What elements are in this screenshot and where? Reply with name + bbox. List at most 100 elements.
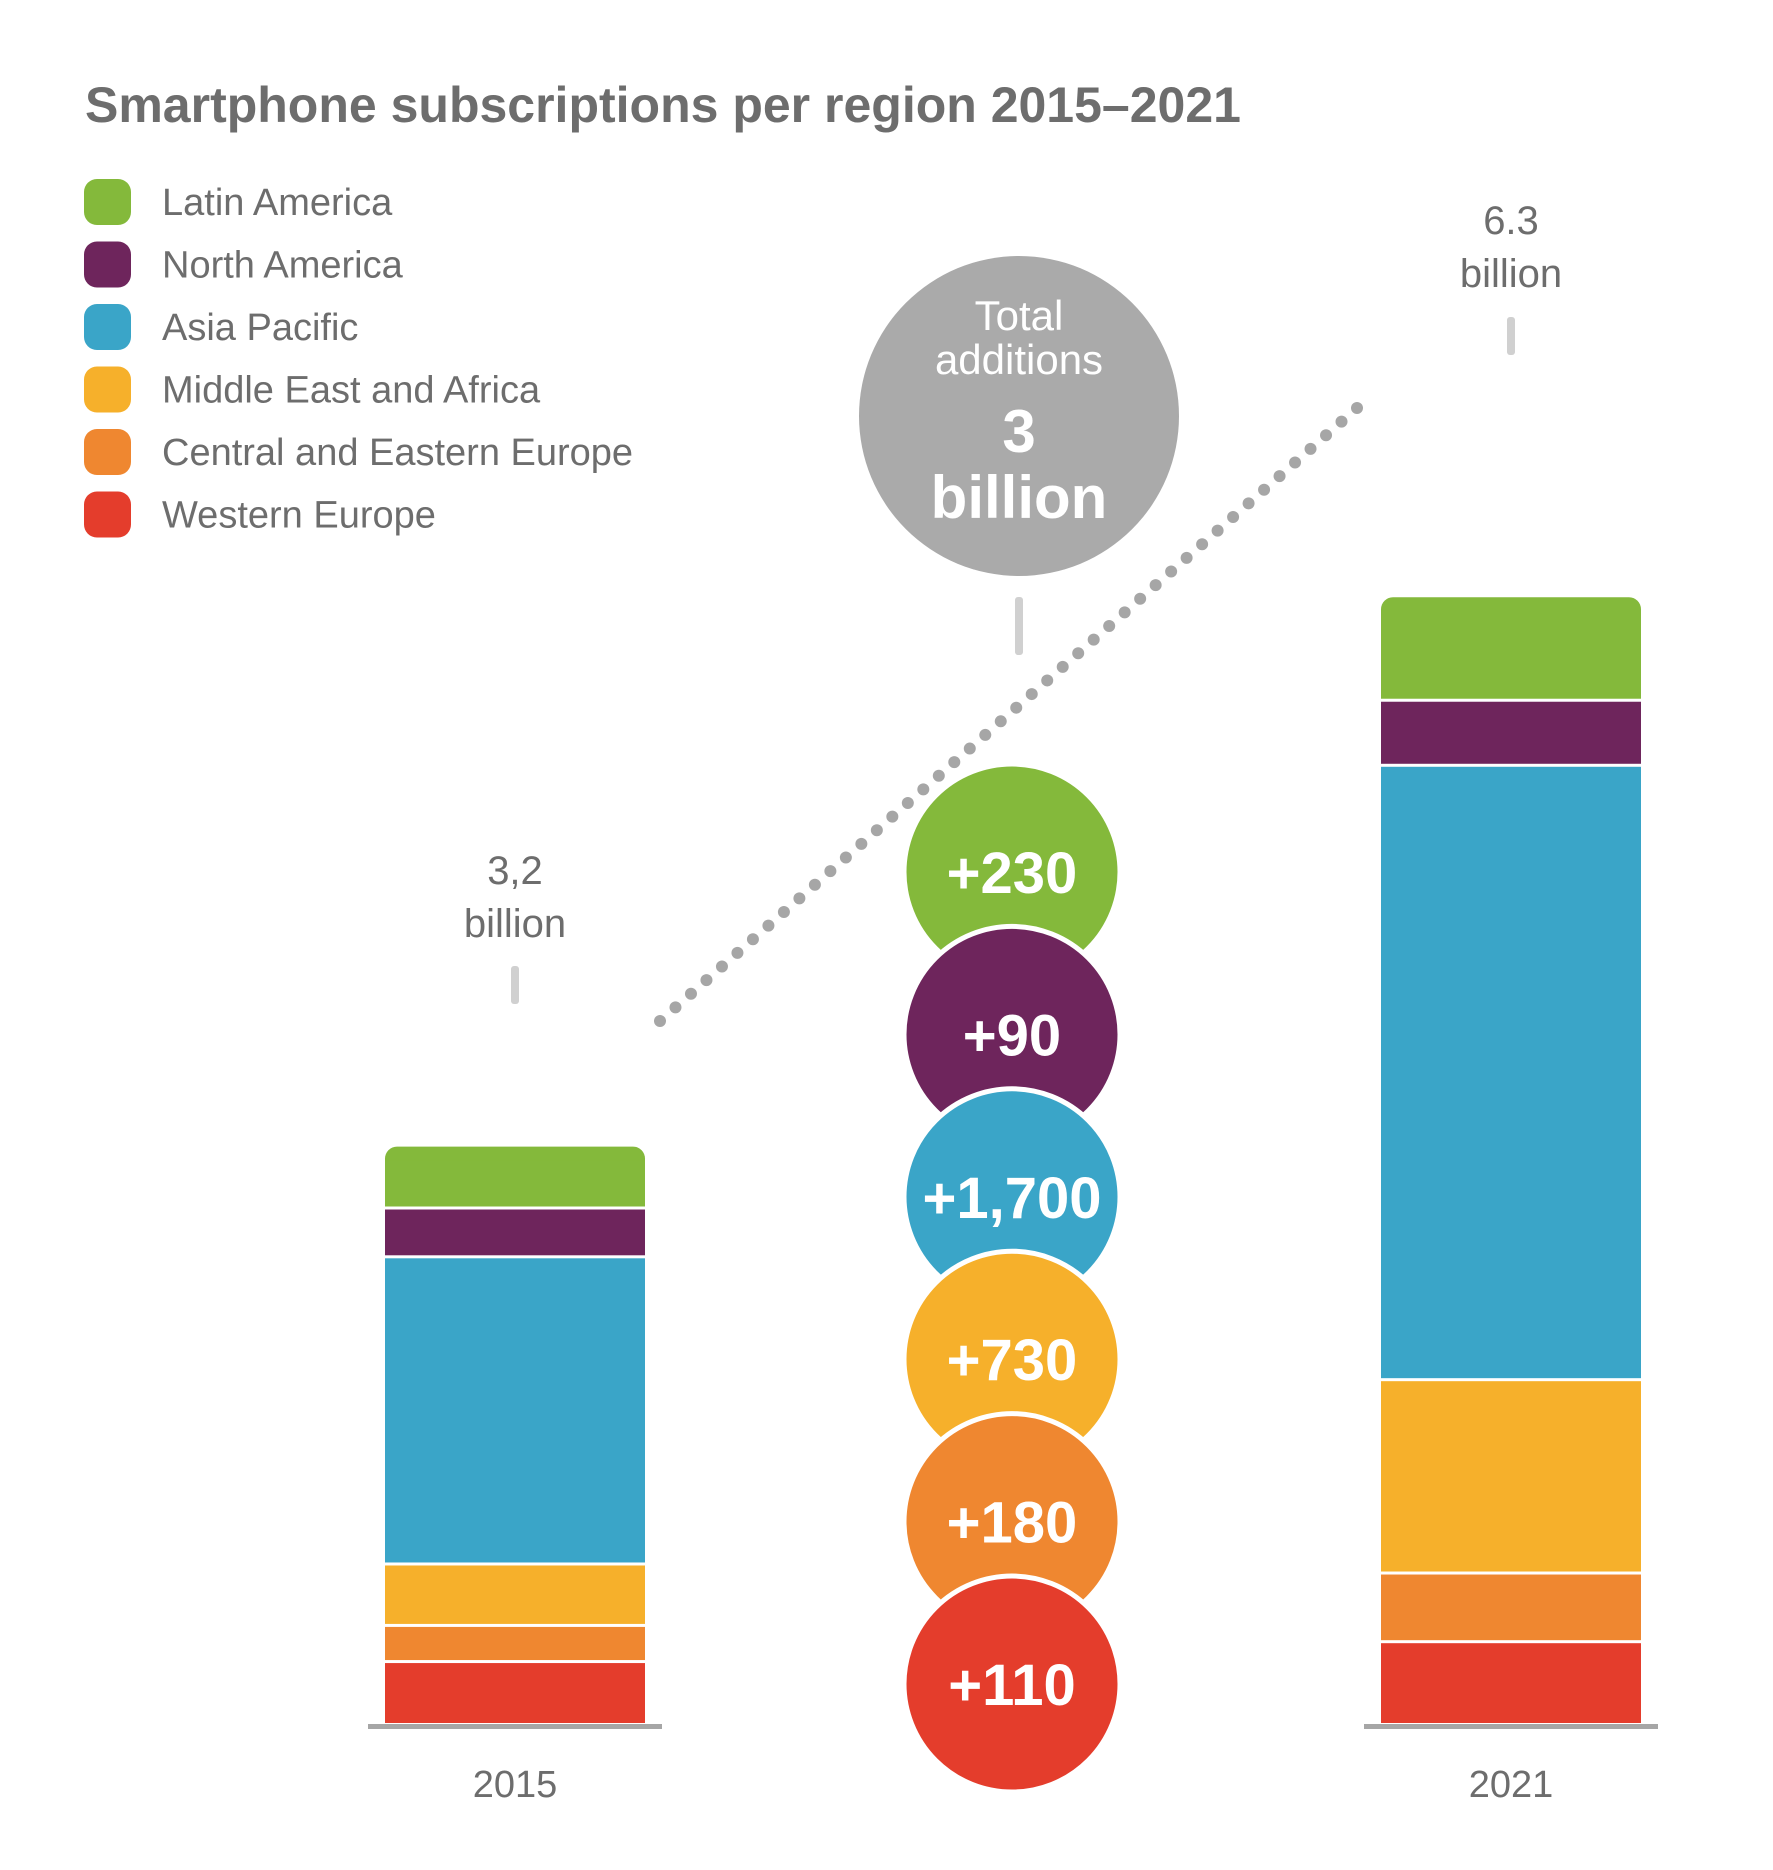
connector-dot [870,824,883,837]
total-additions-line1: Total [975,292,1064,339]
connector-dot [700,974,713,987]
addition-bubble [901,1573,1123,1795]
connector-dot [901,797,914,810]
connector-dot [839,851,852,864]
legend-label: Western Europe [162,495,436,537]
connector-dot [731,946,744,959]
connector-dot [1196,538,1209,551]
connector-dot [808,878,821,891]
bar-labels: 3,2 billion 6.3 billion 2015 2021 [464,199,1562,1806]
segment-divider [385,1562,645,1566]
connector-dot [669,1001,682,1014]
connector-dot [746,933,759,946]
connector-dot [1149,579,1162,592]
total-additions-tick [1015,597,1023,655]
connector-dot [777,906,790,919]
total-additions-line2: additions [935,336,1103,383]
legend-label: Asia Pacific [162,307,358,349]
total-additions-unit: billion [931,464,1108,531]
connector-dot [1118,606,1131,619]
legend-swatch [84,429,131,475]
connector-dot [1289,456,1302,469]
bar-segment-2015 [385,1563,645,1626]
legend-label: North America [162,245,404,287]
chart-title: Smartphone subscriptions per region 2015… [85,77,1241,133]
legend-swatch [84,179,131,225]
segment-divider [385,1660,645,1664]
connector-dot [917,783,930,796]
connector-dot [1072,647,1085,660]
connector-dot [979,728,992,741]
bar-segment-fill [385,1160,645,1209]
addition-label: +730 [947,1328,1078,1393]
total-tick-2021 [1507,317,1515,355]
segment-divider [1381,1378,1641,1382]
connector-dot [762,919,775,932]
legend-label: Central and Eastern Europe [162,432,633,474]
connector-dot [994,715,1007,728]
connector-dot [1242,497,1255,510]
addition-label: +180 [947,1491,1078,1556]
addition-bubbles: +230 +90 +1,700 +730 +180 +110 [901,761,1123,1795]
bar-segment-fill [1381,611,1641,701]
addition-label: +90 [963,1003,1061,1068]
connector-dot [1320,429,1333,442]
bar-segment-2021 [1381,1641,1641,1723]
bars [368,597,1658,1729]
connector-dot [824,865,837,878]
segment-divider [385,1206,645,1210]
connector-dot [654,1015,666,1027]
connector-dot [715,960,728,973]
bar-segment-2015 [385,1256,645,1564]
addition-label: +230 [947,841,1078,906]
connector-dot [1351,402,1363,414]
legend-swatch [84,366,131,413]
connector-dot [1211,524,1224,537]
segment-divider [1381,1640,1641,1644]
bar-segment-2015 [385,1208,645,1257]
legend-label: Latin America [162,182,393,224]
legend-swatch [84,304,131,350]
legend-swatch [84,491,131,538]
connector-dot [1165,565,1178,578]
bar-segment-2021 [1381,1379,1641,1574]
total-label-2021-unit: billion [1460,252,1562,296]
connector-dot [793,892,806,905]
segment-divider [385,1255,645,1259]
total-label-2015-unit: billion [464,902,566,946]
baseline-2015 [368,1724,662,1729]
total-tick-2015 [511,966,519,1004]
total-label-2021-value: 6.3 [1483,199,1539,243]
bar-segment-2021 [1381,1573,1641,1642]
addition-label: +110 [948,1653,1075,1718]
bar-segment-2015 [385,1625,645,1662]
total-additions-value: 3 [1002,398,1035,465]
connector-dot [932,769,945,782]
addition-label: +1,700 [922,1166,1101,1231]
segment-divider [1381,698,1641,702]
legend: Latin America North America Asia Pacific Mi… [84,179,633,538]
total-label-2015-value: 3,2 [487,849,543,893]
connector-dot [1304,442,1317,455]
connector-dot [1103,619,1116,632]
legend-label: Middle East and Africa [162,370,541,412]
segment-divider [385,1623,645,1627]
connector-dot [1056,660,1069,673]
connector-dot [1258,483,1271,496]
bar-segment-2021 [1381,700,1641,766]
legend-swatch [84,241,131,288]
bar-segment-2021 [1381,765,1641,1380]
connector-dot [1025,688,1038,701]
connector-dot [1227,510,1240,523]
segment-divider [1381,763,1641,767]
connector-dot [684,987,697,1000]
connector-dot [1087,633,1100,646]
connector-dot [1010,701,1023,714]
connector-dot [855,837,868,850]
connector-dot [1180,551,1193,564]
x-tick-2021: 2021 [1469,1764,1554,1806]
connector-dot [1273,470,1286,483]
connector-dot [963,742,976,755]
connector-dot [886,810,899,823]
